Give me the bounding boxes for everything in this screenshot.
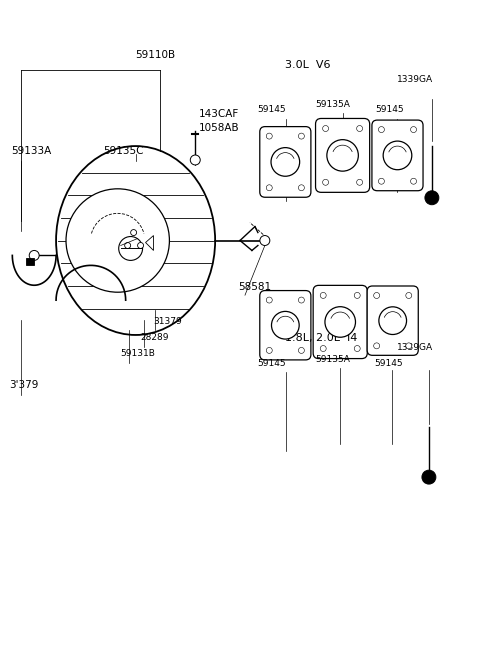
Circle shape (357, 125, 362, 131)
Circle shape (266, 185, 272, 191)
Text: 3.0L  V6: 3.0L V6 (285, 60, 330, 70)
FancyBboxPatch shape (315, 118, 370, 193)
Circle shape (299, 185, 304, 191)
FancyBboxPatch shape (313, 285, 367, 359)
Text: 1339GA: 1339GA (397, 76, 433, 84)
Text: 31379: 31379 (154, 317, 182, 326)
Circle shape (378, 127, 384, 133)
Text: 59145: 59145 (375, 105, 404, 114)
Text: 143CAF: 143CAF (199, 109, 240, 119)
Text: 3'379: 3'379 (9, 380, 39, 390)
Circle shape (66, 189, 169, 292)
Circle shape (425, 191, 439, 205)
Text: 1058AB: 1058AB (199, 123, 240, 133)
Text: 59131B: 59131B (120, 349, 156, 358)
Text: 59135C: 59135C (103, 146, 144, 156)
Circle shape (29, 250, 39, 260)
Circle shape (190, 155, 200, 165)
Text: 58581: 58581 (238, 283, 271, 292)
Circle shape (271, 148, 300, 176)
Text: 28289: 28289 (141, 333, 169, 342)
Circle shape (138, 242, 144, 248)
Circle shape (299, 133, 304, 139)
Circle shape (406, 292, 412, 298)
Circle shape (299, 348, 304, 353)
Circle shape (378, 178, 384, 184)
Circle shape (266, 297, 272, 303)
Text: 59135A: 59135A (315, 101, 350, 109)
FancyBboxPatch shape (367, 286, 418, 355)
Circle shape (119, 237, 143, 260)
Text: 59133A: 59133A (12, 146, 51, 156)
Circle shape (406, 343, 412, 349)
Circle shape (410, 127, 417, 133)
Ellipse shape (56, 146, 215, 335)
Circle shape (323, 125, 329, 131)
Circle shape (125, 242, 131, 248)
Circle shape (373, 343, 380, 349)
Text: 1339GA: 1339GA (397, 343, 433, 352)
Circle shape (373, 292, 380, 298)
Text: 59135A: 59135A (315, 355, 350, 364)
Bar (26, 258, 34, 265)
FancyBboxPatch shape (260, 290, 311, 360)
Circle shape (266, 133, 272, 139)
Circle shape (323, 179, 329, 185)
Circle shape (320, 346, 326, 351)
Circle shape (272, 311, 299, 339)
Circle shape (379, 307, 407, 334)
Circle shape (299, 297, 304, 303)
Text: 59145: 59145 (257, 105, 286, 114)
Circle shape (266, 348, 272, 353)
Circle shape (422, 470, 436, 484)
FancyBboxPatch shape (372, 120, 423, 191)
Circle shape (357, 179, 362, 185)
Text: 59145: 59145 (374, 359, 403, 368)
Circle shape (354, 292, 360, 298)
Circle shape (320, 292, 326, 298)
Text: 1.8L, 2.0L  I4: 1.8L, 2.0L I4 (285, 333, 357, 343)
FancyBboxPatch shape (260, 127, 311, 197)
Circle shape (354, 346, 360, 351)
Circle shape (325, 307, 356, 337)
Circle shape (410, 178, 417, 184)
Circle shape (260, 236, 270, 246)
Circle shape (327, 140, 359, 171)
Circle shape (383, 141, 412, 170)
Text: 59110B: 59110B (135, 49, 176, 60)
Polygon shape (145, 236, 154, 250)
Text: 59145: 59145 (257, 359, 286, 368)
Circle shape (131, 229, 137, 236)
